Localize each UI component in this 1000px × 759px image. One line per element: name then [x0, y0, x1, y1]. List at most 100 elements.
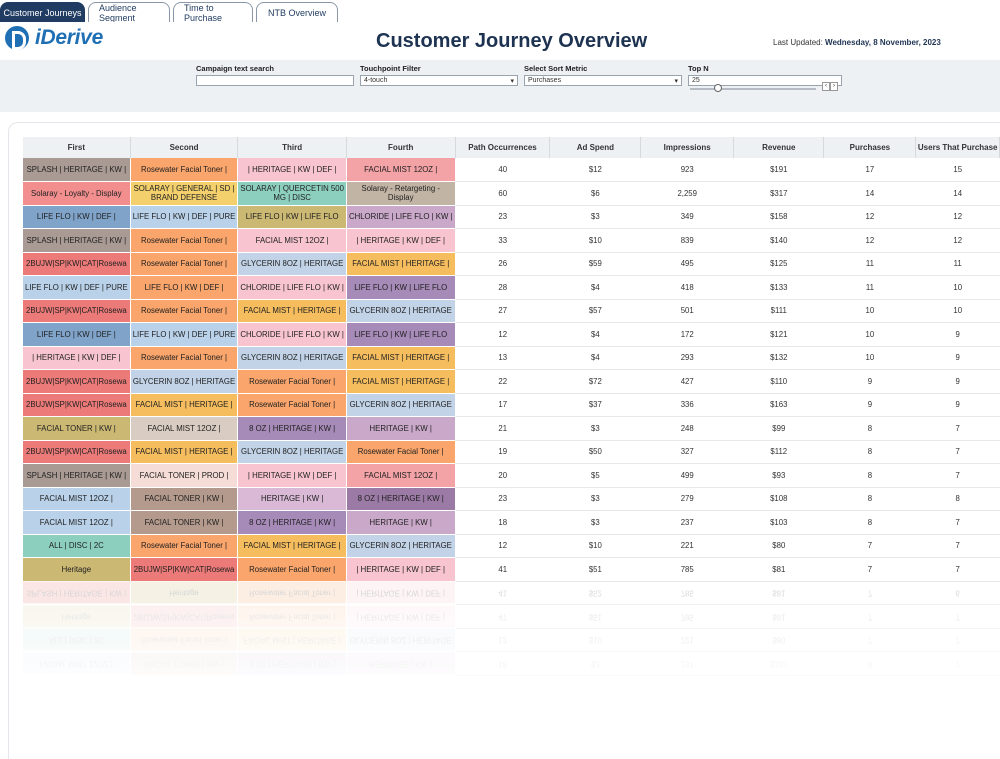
touchpoint-cell-third[interactable]: FACIAL MIST | HERITAGE |	[237, 534, 347, 558]
touchpoint-cell-second[interactable]: FACIAL MIST | HERITAGE |	[130, 393, 239, 417]
touchpoint-cell-first[interactable]: 2BUJW|SP|KW|CAT|Rosewa	[23, 393, 131, 417]
touchpoint-cell-second[interactable]: Heritage	[130, 581, 238, 605]
tab-ntb-overview[interactable]: NTB Overview	[256, 2, 338, 22]
tab-time-to-purchase[interactable]: Time to Purchase	[173, 2, 253, 23]
touchpoint-cell-first[interactable]: ALL | DISC | 2C	[23, 628, 131, 652]
touchpoint-cell-third[interactable]: LIFE FLO | KW | LIFE FLO	[237, 205, 347, 229]
touchpoint-cell-fourth[interactable]: FACIAL MIST | HERITAGE |	[346, 369, 456, 394]
touchpoint-cell-second[interactable]: Rosewater Facial Toner |	[130, 252, 239, 276]
column-header[interactable]: Second	[130, 137, 239, 158]
touchpoint-cell-fourth[interactable]: FACIAL MIST | HERITAGE |	[346, 252, 456, 276]
touchpoint-cell-second[interactable]: FACIAL TONER | PROD |	[130, 463, 239, 488]
touchpoint-cell-fourth[interactable]: | HERITAGE | KW | DEF |	[346, 557, 456, 582]
touchpoint-cell-fourth[interactable]: HERITAGE | KW |	[346, 651, 455, 675]
touchpoint-cell-first[interactable]: FACIAL MIST 12OZ |	[23, 487, 131, 511]
tab-audience-segment[interactable]: Audience Segment	[88, 2, 170, 23]
touchpoint-cell-third[interactable]: HERITAGE | KW |	[237, 487, 347, 511]
column-header[interactable]: Fourth	[346, 137, 456, 158]
touchpoint-cell-third[interactable]: FACIAL MIST 12OZ |	[237, 228, 347, 253]
column-header[interactable]: Path Occurrences	[455, 137, 551, 158]
touchpoint-cell-first[interactable]: FACIAL MIST 12OZ |	[23, 510, 131, 535]
touchpoint-cell-second[interactable]: SOLARAY | GENERAL | SD | BRAND DEFENSE	[130, 181, 239, 206]
touchpoint-cell-second[interactable]: Rosewater Facial Toner |	[130, 228, 239, 253]
touchpoint-cell-third[interactable]: FACIAL MIST | HERITAGE |	[237, 628, 347, 652]
touchpoint-cell-second[interactable]: 2BUJW|SP|KW|CAT|Rosewa	[130, 604, 238, 628]
touchpoint-cell-fourth[interactable]: LIFE FLO | KW | LIFE FLO	[346, 322, 456, 347]
touchpoint-cell-fourth[interactable]: HERITAGE | KW |	[346, 416, 456, 441]
touchpoint-cell-third[interactable]: 8 OZ | HERITAGE | KW |	[237, 510, 347, 535]
touchpoint-cell-third[interactable]: | HERITAGE | KW | DEF |	[237, 158, 347, 182]
touchpoint-cell-fourth[interactable]: | HERITAGE | KW | DEF |	[346, 228, 456, 253]
touchpoint-filter-select[interactable]: 4-touch ▾	[360, 75, 518, 86]
touchpoint-cell-second[interactable]: LIFE FLO | KW | DEF |	[130, 275, 239, 300]
touchpoint-cell-first[interactable]: | HERITAGE | KW | DEF |	[23, 346, 131, 370]
touchpoint-cell-first[interactable]: Heritage	[23, 557, 131, 582]
touchpoint-cell-fourth[interactable]: GLYCERIN 8OZ | HERITAGE	[346, 299, 456, 323]
touchpoint-cell-second[interactable]: Rosewater Facial Toner |	[130, 534, 239, 558]
touchpoint-cell-second[interactable]: FACIAL MIST | HERITAGE |	[130, 440, 239, 464]
touchpoint-cell-first[interactable]: SPLASH | HERITAGE | KW |	[23, 158, 131, 182]
touchpoint-cell-third[interactable]: CHLORIDE | LIFE FLO | KW |	[237, 322, 347, 347]
touchpoint-cell-fourth[interactable]: Rosewater Facial Toner |	[346, 440, 456, 464]
touchpoint-cell-third[interactable]: 8 OZ | HERITAGE | KW |	[237, 416, 347, 441]
column-header[interactable]: Purchases	[823, 137, 917, 158]
touchpoint-cell-fourth[interactable]: FACIAL MIST 12OZ |	[346, 158, 456, 182]
touchpoint-cell-first[interactable]: Heritage	[23, 604, 131, 628]
touchpoint-cell-third[interactable]: SOLARAY | QUERCETIN 500 MG | DISC	[237, 181, 347, 206]
touchpoint-cell-first[interactable]: 2BUJW|SP|KW|CAT|Rosewa	[23, 369, 131, 394]
touchpoint-cell-third[interactable]: Rosewater Facial Toner |	[237, 369, 347, 394]
column-header[interactable]: Impressions	[640, 137, 735, 158]
top-n-input[interactable]: 25	[688, 75, 842, 86]
touchpoint-cell-second[interactable]: FACIAL TONER | KW |	[130, 651, 238, 675]
touchpoint-cell-fourth[interactable]: GLYCERIN 8OZ | HERITAGE	[346, 393, 456, 417]
touchpoint-cell-third[interactable]: FACIAL MIST | HERITAGE |	[237, 299, 347, 323]
touchpoint-cell-third[interactable]: Rosewater Facial Toner |	[237, 557, 347, 582]
touchpoint-cell-fourth[interactable]: CHLORIDE | LIFE FLO | KW |	[346, 205, 456, 229]
touchpoint-cell-first[interactable]: ALL | DISC | 2C	[23, 534, 131, 558]
column-header[interactable]: Ad Spend	[549, 137, 642, 158]
touchpoint-cell-first[interactable]: LIFE FLO | KW | DEF |	[23, 205, 131, 229]
touchpoint-cell-third[interactable]: | HERITAGE | KW | DEF |	[237, 463, 347, 488]
touchpoint-cell-third[interactable]: Rosewater Facial Toner |	[237, 581, 347, 605]
touchpoint-cell-first[interactable]: FACIAL MIST 12OZ |	[23, 651, 131, 675]
sort-metric-select[interactable]: Purchases ▾	[524, 75, 682, 86]
touchpoint-cell-third[interactable]: 8 OZ | HERITAGE | KW |	[237, 651, 347, 675]
touchpoint-cell-second[interactable]: Rosewater Facial Toner |	[130, 158, 239, 182]
touchpoint-cell-first[interactable]: Solaray - Loyalty - Display	[23, 181, 131, 206]
touchpoint-cell-fourth[interactable]: 8 OZ | HERITAGE | KW |	[346, 487, 456, 511]
touchpoint-cell-first[interactable]: LIFE FLO | KW | DEF |	[23, 322, 131, 347]
touchpoint-cell-first[interactable]: SPLASH | HERITAGE | KW |	[23, 581, 131, 605]
step-forward-icon[interactable]: ›	[830, 82, 838, 91]
touchpoint-cell-first[interactable]: 2BUJW|SP|KW|CAT|Rosewa	[23, 299, 131, 323]
touchpoint-cell-second[interactable]: 2BUJW|SP|KW|CAT|Rosewa	[130, 557, 239, 582]
touchpoint-cell-first[interactable]: SPLASH | HERITAGE | KW |	[23, 463, 131, 488]
touchpoint-cell-third[interactable]: GLYCERIN 8OZ | HERITAGE	[237, 252, 347, 276]
column-header[interactable]: Revenue	[733, 137, 825, 158]
touchpoint-cell-second[interactable]: Rosewater Facial Toner |	[130, 299, 239, 323]
touchpoint-cell-fourth[interactable]: FACIAL MIST 12OZ |	[346, 463, 456, 488]
touchpoint-cell-second[interactable]: Rosewater Facial Toner |	[130, 346, 239, 370]
touchpoint-cell-second[interactable]: FACIAL TONER | KW |	[130, 510, 239, 535]
touchpoint-cell-third[interactable]: GLYCERIN 8OZ | HERITAGE	[237, 440, 347, 464]
touchpoint-cell-fourth[interactable]: HERITAGE | KW |	[346, 510, 456, 535]
column-header[interactable]: Third	[237, 137, 347, 158]
touchpoint-cell-second[interactable]: LIFE FLO | KW | DEF | PURE	[130, 205, 239, 229]
touchpoint-cell-first[interactable]: 2BUJW|SP|KW|CAT|Rosewa	[23, 252, 131, 276]
touchpoint-cell-second[interactable]: LIFE FLO | KW | DEF | PURE	[130, 322, 239, 347]
touchpoint-cell-third[interactable]: CHLORIDE | LIFE FLO | KW |	[237, 275, 347, 300]
top-n-slider-thumb[interactable]	[713, 84, 722, 92]
touchpoint-cell-first[interactable]: FACIAL TONER | KW |	[23, 416, 131, 441]
touchpoint-cell-fourth[interactable]: | HERITAGE | KW | DEF |	[346, 581, 455, 605]
column-header[interactable]: Users That Purchase	[915, 137, 1000, 158]
touchpoint-cell-fourth[interactable]: | HERITAGE | KW | DEF |	[346, 604, 455, 628]
column-header[interactable]: First	[23, 137, 131, 158]
touchpoint-cell-first[interactable]: SPLASH | HERITAGE | KW |	[23, 228, 131, 253]
touchpoint-cell-second[interactable]: Rosewater Facial Toner |	[130, 628, 238, 652]
touchpoint-cell-third[interactable]: Rosewater Facial Toner |	[237, 604, 347, 628]
top-n-slider-track[interactable]	[690, 88, 816, 90]
touchpoint-cell-second[interactable]: FACIAL MIST 12OZ |	[130, 416, 239, 441]
touchpoint-cell-first[interactable]: LIFE FLO | KW | DEF | PURE	[23, 275, 131, 300]
touchpoint-cell-second[interactable]: FACIAL TONER | KW |	[130, 487, 239, 511]
touchpoint-cell-fourth[interactable]: Solaray - Retargeting - Display	[346, 181, 456, 206]
touchpoint-cell-fourth[interactable]: FACIAL MIST | HERITAGE |	[346, 346, 456, 370]
